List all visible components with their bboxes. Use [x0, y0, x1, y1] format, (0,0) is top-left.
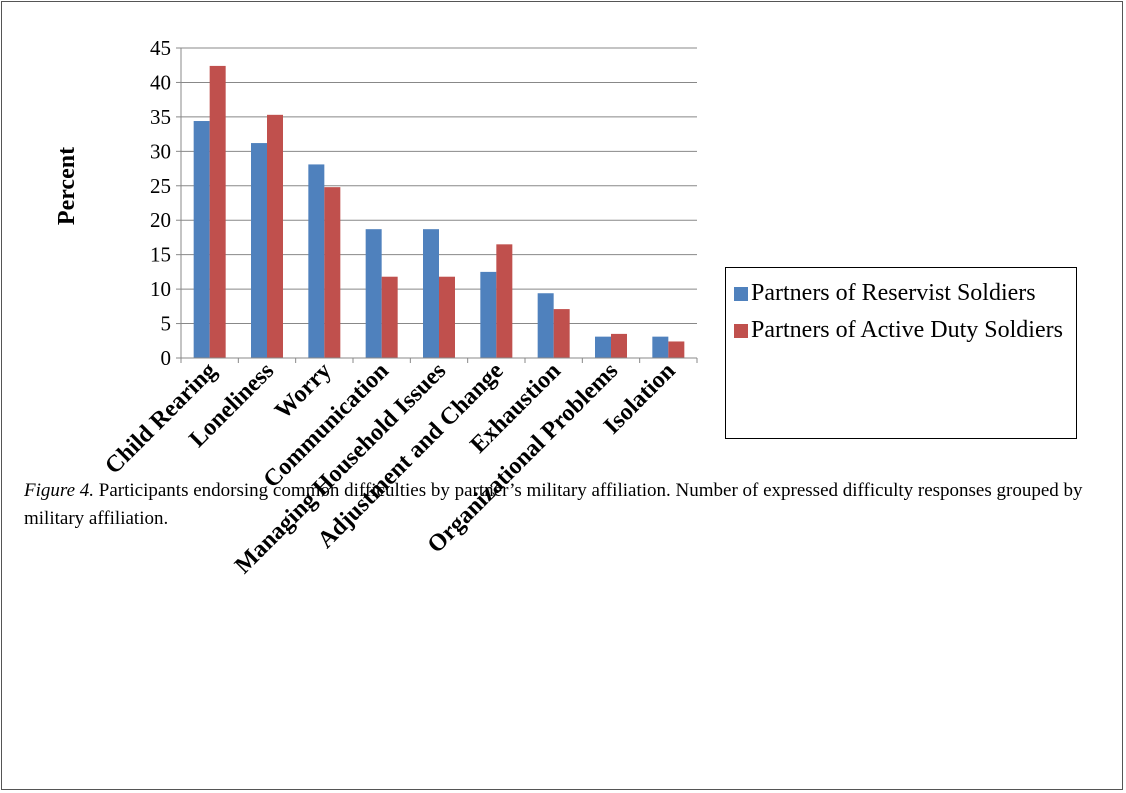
- bar: [537, 293, 554, 358]
- bar: [193, 121, 210, 359]
- bar: [267, 114, 283, 358]
- bar: [553, 309, 570, 358]
- y-tick-label: 15: [150, 243, 171, 267]
- bar: [668, 341, 685, 358]
- legend-item: Partners of Reservist Soldiers: [734, 278, 1068, 309]
- bar: [652, 336, 669, 358]
- bar: [423, 229, 439, 358]
- legend-label: Partners of Active Duty Soldiers: [751, 317, 1063, 343]
- y-tick-label: 20: [150, 208, 171, 232]
- bar: [308, 164, 325, 358]
- bar: [595, 336, 611, 358]
- legend-item: Partners of Active Duty Soldiers: [734, 315, 1068, 346]
- y-tick-label: 45: [150, 36, 171, 60]
- bar: [324, 187, 341, 358]
- legend: Partners of Reservist Soldiers Partners o…: [725, 267, 1077, 439]
- legend-swatch: [734, 324, 748, 338]
- bar: [251, 143, 267, 358]
- caption-text: Participants endorsing common difficulti…: [24, 480, 1083, 529]
- y-tick-label: 30: [150, 139, 171, 163]
- legend-swatch: [734, 287, 748, 301]
- y-tick-label: 10: [150, 277, 171, 301]
- bar: [480, 271, 497, 358]
- y-tick-label: 0: [161, 346, 172, 370]
- bar: [381, 276, 398, 358]
- bar: [439, 276, 455, 358]
- y-tick-label: 40: [150, 70, 171, 94]
- bar: [209, 65, 226, 359]
- bar: [496, 244, 513, 358]
- y-axis-label: Percent: [54, 147, 80, 225]
- legend-label: Partners of Reservist Soldiers: [751, 280, 1036, 306]
- y-tick-label: 35: [150, 105, 171, 129]
- caption: Figure 4. Participants endorsing common …: [24, 477, 1084, 533]
- y-tick-label: 25: [150, 174, 171, 198]
- bar: [365, 229, 382, 358]
- caption-label: Figure 4.: [24, 480, 95, 501]
- bar: [611, 333, 627, 358]
- y-tick-label: 5: [161, 312, 172, 336]
